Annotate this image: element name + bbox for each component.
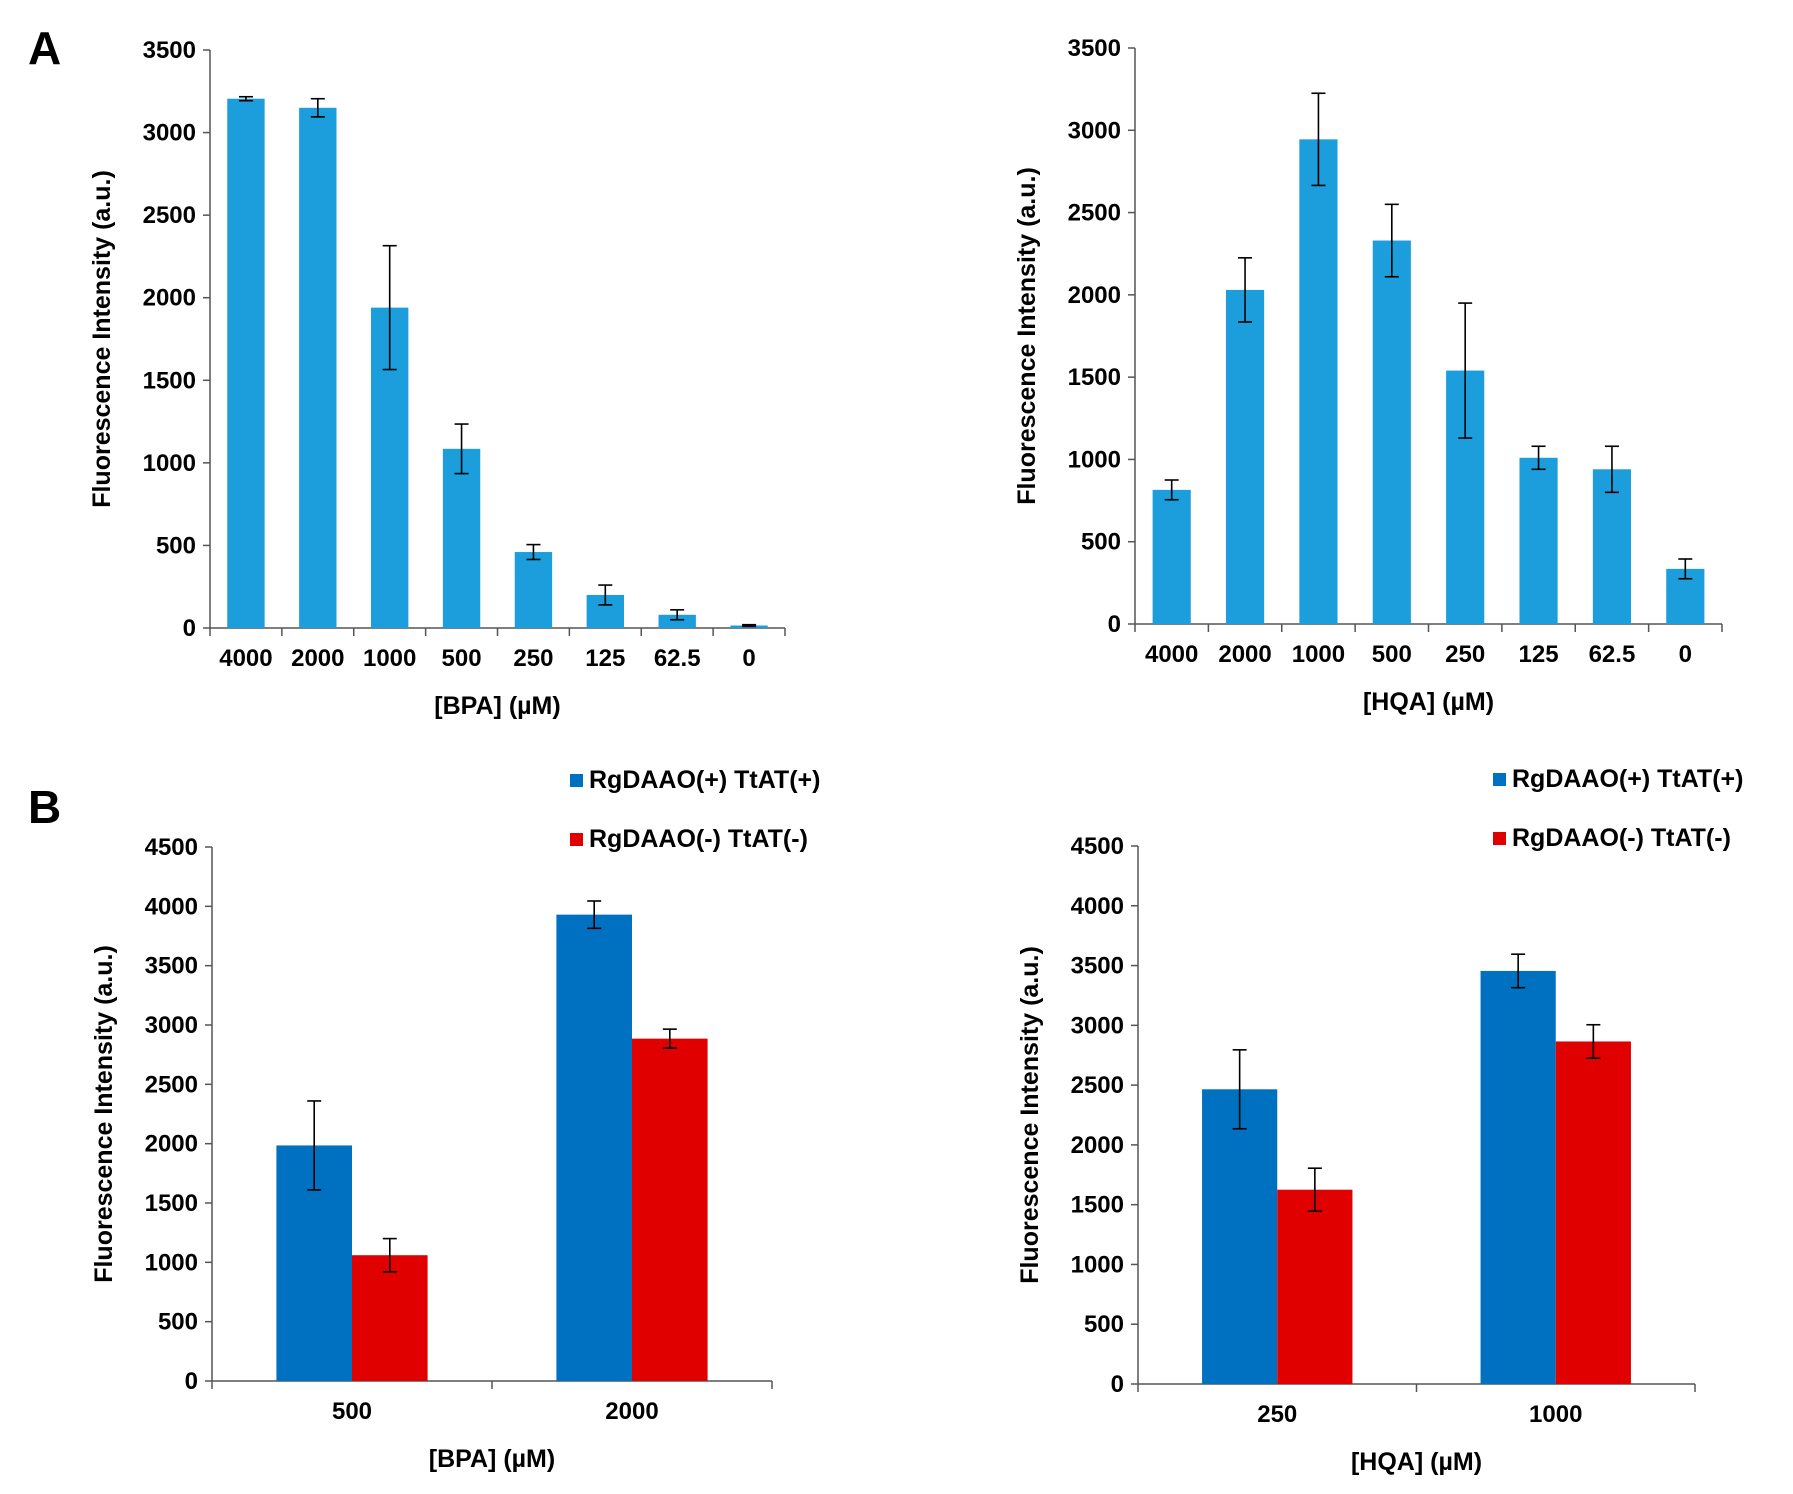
y-tick-label: 3500 [143, 37, 196, 64]
x-axis-title: [HQA] (µM) [1351, 1448, 1482, 1476]
y-tick-label: 1500 [1071, 1192, 1124, 1219]
bar [1555, 1041, 1631, 1384]
y-tick-label: 4500 [145, 834, 198, 861]
x-tick-label: 1000 [1292, 641, 1345, 668]
x-tick-label: 2000 [291, 645, 344, 672]
bar [1592, 469, 1632, 624]
bar [1277, 1189, 1353, 1384]
bar [658, 614, 696, 628]
y-tick-label: 500 [1081, 529, 1121, 556]
bar [442, 448, 481, 628]
bar [1299, 139, 1338, 624]
x-axis-title: [BPA] (µM) [434, 692, 560, 720]
y-tick-label: 3500 [1068, 35, 1121, 62]
y-tick-label: 2000 [1068, 282, 1121, 309]
bar [556, 914, 632, 1381]
x-tick-label: 125 [1519, 641, 1559, 668]
y-tick-label: 4500 [1071, 833, 1124, 860]
bar [1480, 970, 1556, 1384]
y-tick-label: 2000 [145, 1131, 198, 1158]
x-tick-label: 125 [585, 645, 625, 672]
y-tick-label: 1000 [1068, 446, 1121, 473]
y-tick-label: 0 [183, 615, 196, 642]
bar [1372, 240, 1411, 624]
y-tick-label: 500 [1084, 1311, 1124, 1338]
chart-hqa-enzyme-comparison: 0 500 1000 1500 2000 2500 3000 3500 4000 4500 250 1… [1016, 765, 1743, 1476]
bar [299, 107, 337, 629]
y-tick-label: 3500 [1071, 953, 1124, 980]
x-tick-label: 250 [513, 645, 553, 672]
legend-label: RgDAAO(-) TtAT(-) [589, 825, 808, 853]
panel-label-a: A [28, 22, 61, 74]
legend-swatch [570, 833, 583, 846]
y-tick-label: 3000 [143, 120, 196, 147]
legend-swatch [1493, 773, 1506, 786]
bar [1152, 489, 1191, 624]
x-tick-label: 4000 [219, 645, 272, 672]
y-tick-label: 4000 [145, 893, 198, 920]
y-tick-label: 2500 [143, 202, 196, 229]
bar [1519, 457, 1558, 624]
y-tick-label: 0 [1108, 611, 1121, 638]
y-axis-title: Fluorescence Intensity (a.u.) [90, 945, 118, 1283]
panel-label-b: B [28, 781, 61, 833]
x-tick-label: 0 [742, 645, 755, 672]
x-tick-label: 500 [1372, 641, 1412, 668]
bar [514, 552, 553, 628]
y-tick-label: 1000 [1071, 1251, 1124, 1278]
bar [227, 98, 265, 628]
x-tick-label: 250 [1445, 641, 1485, 668]
y-axis-title: Fluorescence Intensity (a.u.) [88, 170, 116, 508]
x-tick-label: 250 [1257, 1401, 1297, 1428]
x-tick-label: 500 [442, 645, 482, 672]
y-tick-label: 3500 [145, 953, 198, 980]
y-axis-title: Fluorescence Intensity (a.u.) [1013, 167, 1041, 505]
y-tick-label: 2500 [145, 1071, 198, 1098]
x-tick-label: 62.5 [654, 645, 701, 672]
x-tick-label: 4000 [1145, 641, 1198, 668]
y-tick-label: 2500 [1071, 1072, 1124, 1099]
y-tick-label: 1500 [143, 367, 196, 394]
bar [1225, 289, 1265, 624]
y-tick-label: 2000 [1071, 1132, 1124, 1159]
y-tick-label: 3000 [145, 1012, 198, 1039]
y-tick-label: 1000 [143, 450, 196, 477]
y-tick-label: 2500 [1068, 200, 1121, 227]
bar [1202, 1089, 1278, 1384]
y-tick-label: 500 [156, 532, 196, 559]
legend-swatch [1493, 832, 1506, 845]
bar [352, 1255, 428, 1381]
y-tick-label: 4000 [1071, 893, 1124, 920]
x-axis-title: [BPA] (µM) [429, 1445, 555, 1473]
x-tick-label: 1000 [363, 645, 416, 672]
bar [632, 1038, 708, 1381]
y-tick-label: 3000 [1068, 117, 1121, 144]
y-tick-label: 1000 [145, 1249, 198, 1276]
y-tick-label: 3000 [1071, 1012, 1124, 1039]
legend-label: RgDAAO(+) TtAT(+) [1512, 765, 1743, 793]
x-axis-title: [HQA] (µM) [1363, 688, 1494, 716]
y-tick-label: 500 [158, 1309, 198, 1336]
x-tick-label: 1000 [1529, 1401, 1582, 1428]
y-tick-label: 2000 [143, 285, 196, 312]
x-tick-label: 2000 [1218, 641, 1271, 668]
y-tick-label: 1500 [145, 1190, 198, 1217]
y-tick-label: 0 [185, 1368, 198, 1395]
legend-swatch [570, 774, 583, 787]
x-tick-label: 62.5 [1589, 641, 1636, 668]
x-tick-label: 0 [1679, 641, 1692, 668]
legend-label: RgDAAO(-) TtAT(-) [1512, 824, 1731, 852]
y-axis-title: Fluorescence Intensity (a.u.) [1016, 946, 1044, 1284]
y-tick-label: 1500 [1068, 364, 1121, 391]
y-tick-label: 0 [1111, 1371, 1124, 1398]
x-tick-label: 2000 [605, 1398, 658, 1425]
x-tick-label: 500 [332, 1398, 372, 1425]
chart-bpa-enzyme-comparison: 0 500 1000 1500 2000 2500 3000 3500 4000 4500 500 2… [90, 766, 820, 1473]
legend-label: RgDAAO(+) TtAT(+) [589, 766, 820, 794]
